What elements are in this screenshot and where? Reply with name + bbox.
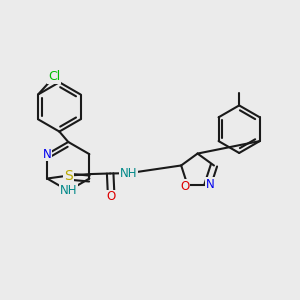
Text: O: O (106, 190, 116, 203)
Text: NH: NH (59, 184, 77, 197)
Text: N: N (206, 178, 215, 191)
Text: Cl: Cl (48, 70, 61, 83)
Text: NH: NH (120, 167, 137, 180)
Text: N: N (43, 148, 52, 161)
Text: O: O (64, 170, 74, 184)
Text: S: S (64, 169, 73, 183)
Text: O: O (180, 180, 190, 193)
